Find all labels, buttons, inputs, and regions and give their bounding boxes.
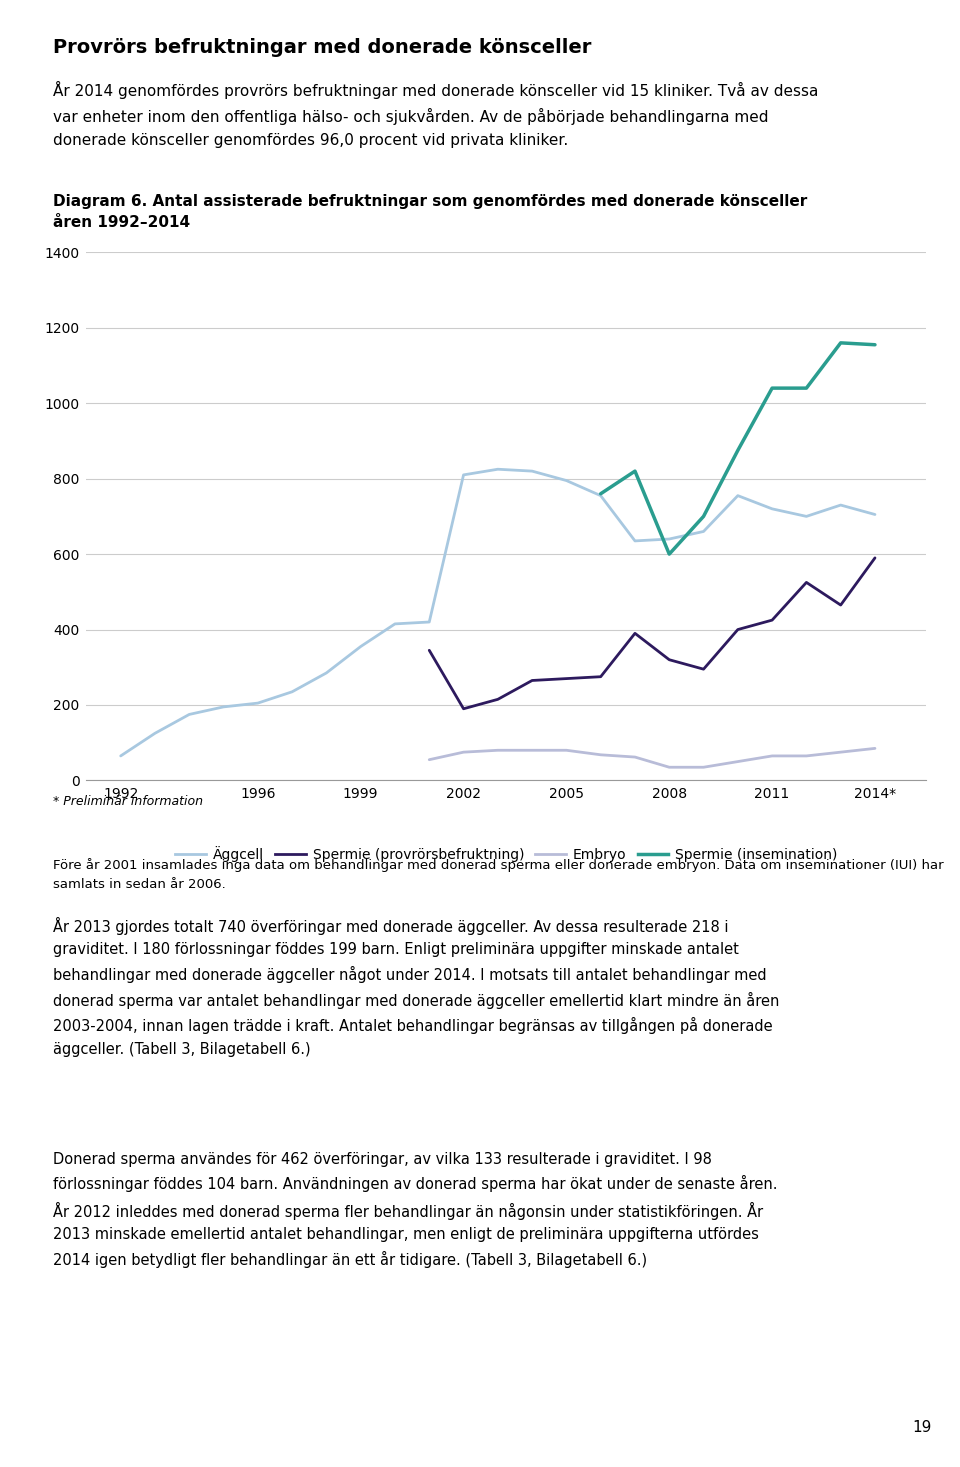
Text: Före år 2001 insamlades inga data om behandlingar med donerad sperma eller doner: Före år 2001 insamlades inga data om beh… bbox=[53, 858, 944, 890]
Text: Donerad sperma användes för 462 överföringar, av vilka 133 resulterade i gravidi: Donerad sperma användes för 462 överföri… bbox=[53, 1152, 778, 1267]
Text: Diagram 6. Antal assisterade befruktningar som genomfördes med donerade könscell: Diagram 6. Antal assisterade befruktning… bbox=[53, 194, 807, 230]
Text: Provrörs befruktningar med donerade könsceller: Provrörs befruktningar med donerade köns… bbox=[53, 38, 591, 57]
Text: År 2014 genomfördes provrörs befruktningar med donerade könsceller vid 15 klinik: År 2014 genomfördes provrörs befruktning… bbox=[53, 81, 818, 148]
Text: * Preliminär information: * Preliminär information bbox=[53, 795, 203, 808]
Text: År 2013 gjordes totalt 740 överföringar med donerade äggceller. Av dessa resulte: År 2013 gjordes totalt 740 överföringar … bbox=[53, 917, 780, 1056]
Legend: Äggcell, Spermie (provrörsbefruktning), Embryo, Spermie (insemination): Äggcell, Spermie (provrörsbefruktning), … bbox=[170, 841, 843, 867]
Text: 19: 19 bbox=[912, 1420, 931, 1435]
